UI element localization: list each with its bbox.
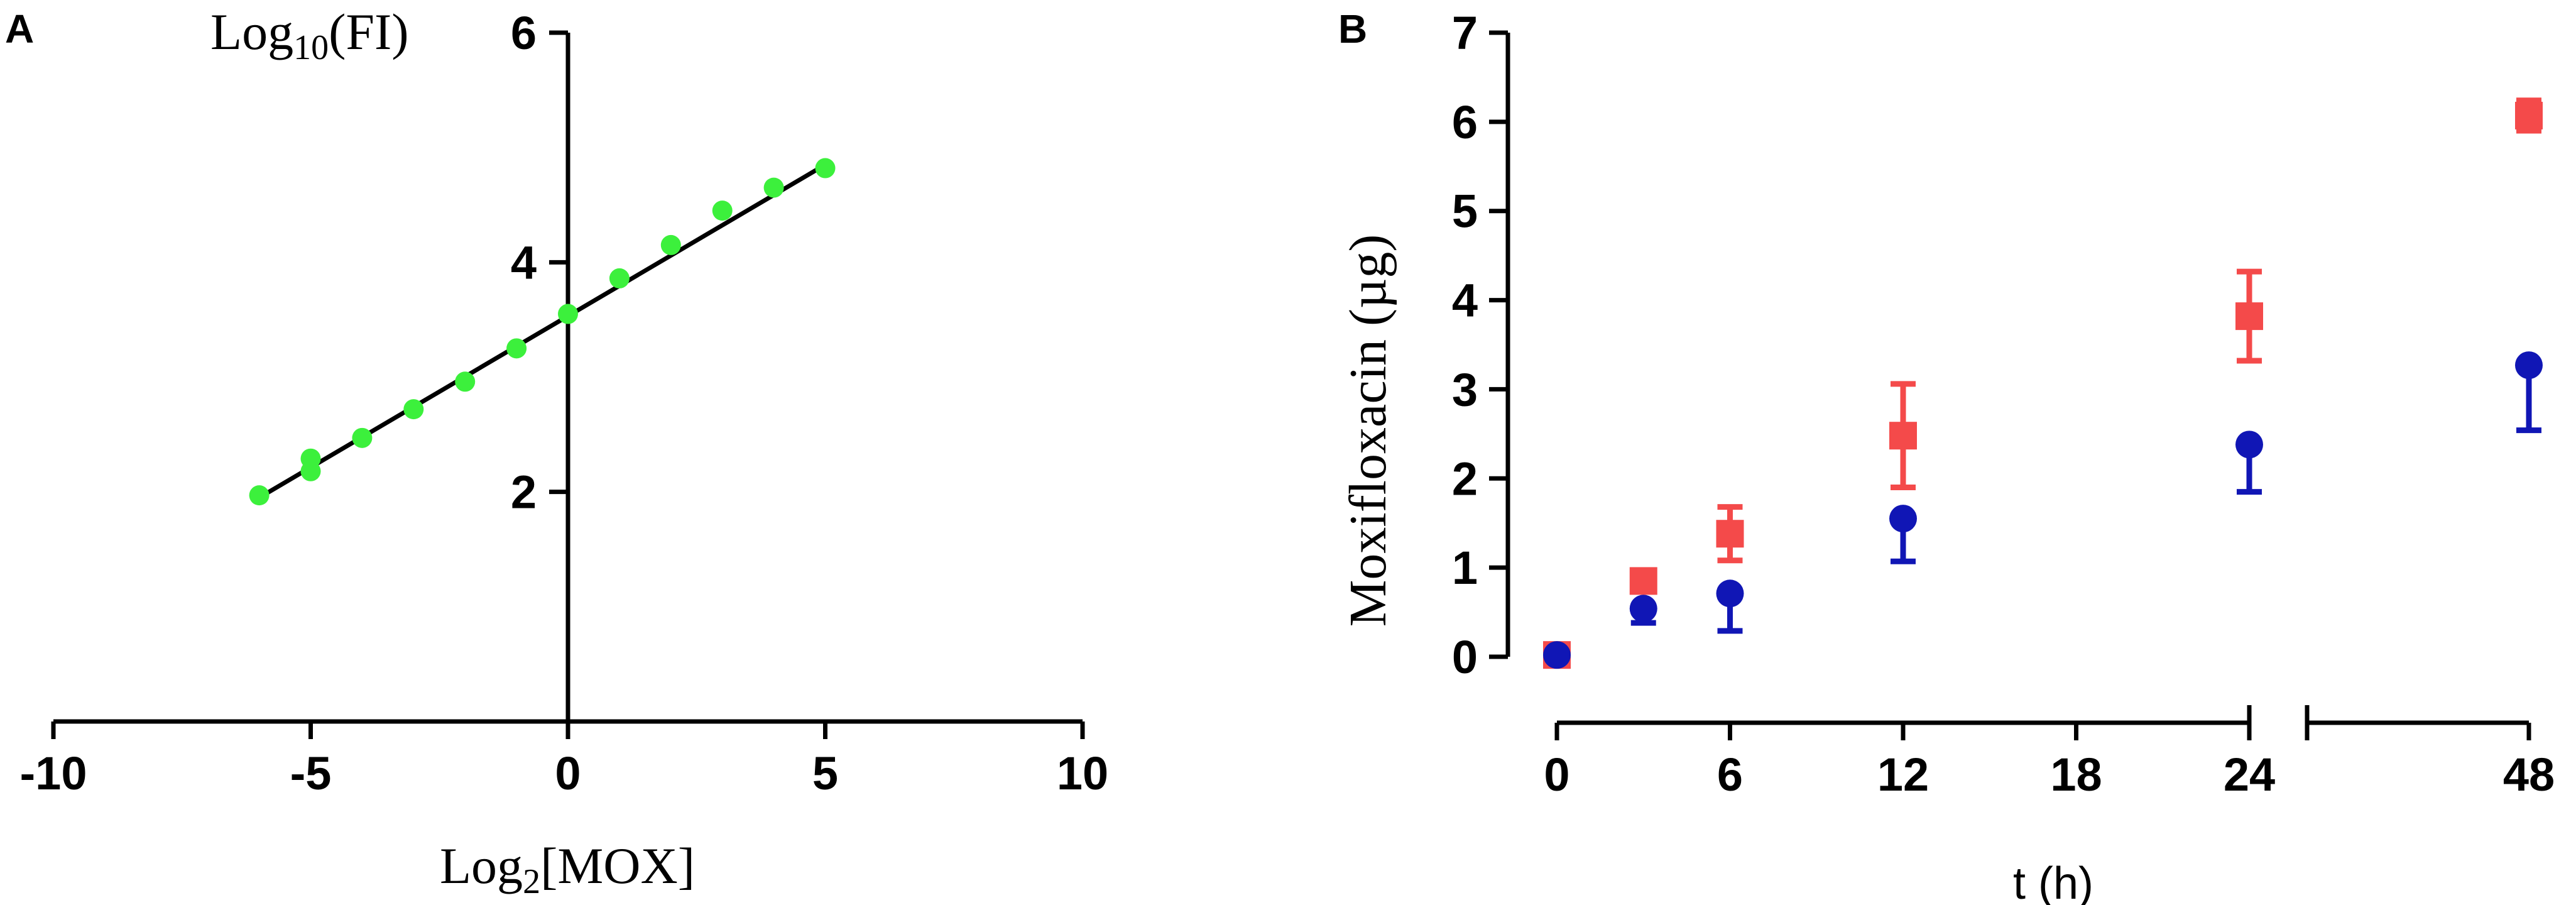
data-point-circle [2515, 351, 2543, 380]
data-point [300, 461, 321, 481]
data-point-square [1716, 520, 1744, 548]
panel-b-series [1543, 97, 2543, 669]
svg-text:Log2[MOX]: Log2[MOX] [440, 837, 695, 901]
data-point [352, 427, 373, 448]
data-point-square [1629, 567, 1657, 595]
y-tick-label: 4 [511, 236, 537, 288]
y-tick-label: 3 [1452, 363, 1478, 415]
y-tick-label: 1 [1452, 542, 1478, 594]
data-point-square [1889, 422, 1917, 450]
x-tick-label: 0 [555, 747, 581, 799]
y-tick-label: 7 [1452, 7, 1478, 59]
y-tick-label: 6 [1452, 96, 1478, 148]
y-tick-label: 4 [1452, 275, 1478, 327]
y-label-subscript: 10 [293, 28, 329, 67]
x-tick-label: 0 [1544, 749, 1569, 801]
x-tick-label: 12 [1877, 749, 1929, 801]
y-label-main: Log [210, 3, 293, 60]
panel-b-y-axis-label: Moxifloxacin (µg) [1339, 234, 1397, 627]
x-tick-label: 6 [1717, 749, 1743, 801]
data-point [506, 338, 527, 359]
data-point-square [2515, 101, 2543, 129]
data-point [763, 177, 784, 198]
y-label-rest: (FI) [329, 3, 409, 60]
x-tick-label: -10 [20, 747, 87, 799]
data-point-circle [1543, 641, 1571, 669]
y-tick-label: 6 [511, 7, 537, 59]
data-point-circle [1629, 595, 1657, 623]
data-point [249, 485, 270, 506]
y-tick-label: 5 [1452, 185, 1478, 238]
x-tick-label: -5 [290, 747, 332, 799]
data-point [455, 371, 476, 392]
panel-a-axes: -10 -5 0 5 10 2 4 6 [20, 7, 1109, 799]
data-point-circle [2235, 431, 2263, 459]
x-tick-label: 5 [812, 747, 838, 799]
x-tick-label: 10 [1057, 747, 1108, 799]
data-point [712, 200, 733, 221]
data-point [609, 268, 630, 288]
data-point [558, 304, 578, 324]
x-label-subscript: 2 [523, 862, 540, 901]
x-tick-label: 48 [2503, 749, 2555, 801]
fit-line [258, 163, 827, 500]
panel-a-y-axis-label: Log10(FI) [210, 3, 409, 67]
y-tick-label: 0 [1452, 631, 1478, 683]
x-label-main: Log [440, 837, 523, 894]
panel-b-x-axis-label: t (h) [2013, 858, 2093, 905]
data-point-circle [1716, 579, 1744, 608]
series-blue-circles [1543, 351, 2543, 669]
data-point [403, 399, 424, 420]
data-point [815, 158, 836, 178]
y-tick-label: 2 [511, 466, 537, 518]
data-point-circle [1889, 505, 1917, 533]
x-tick-label: 18 [2050, 749, 2102, 801]
panel-a-points [249, 158, 836, 506]
y-tick-label: 2 [1452, 452, 1478, 505]
panel-a-x-axis-label: Log2[MOX] [440, 837, 695, 901]
x-tick-label: 24 [2224, 749, 2275, 801]
panel-b-label: B [1338, 6, 1367, 52]
data-point-square [2235, 302, 2263, 331]
data-point [660, 234, 681, 255]
panel-a-fit-line-group [258, 163, 827, 500]
x-label-rest: [MOX] [540, 837, 695, 894]
panel-a-label: A [5, 6, 34, 52]
series-red-squares [1543, 97, 2543, 669]
svg-text:Log10(FI): Log10(FI) [210, 3, 409, 67]
